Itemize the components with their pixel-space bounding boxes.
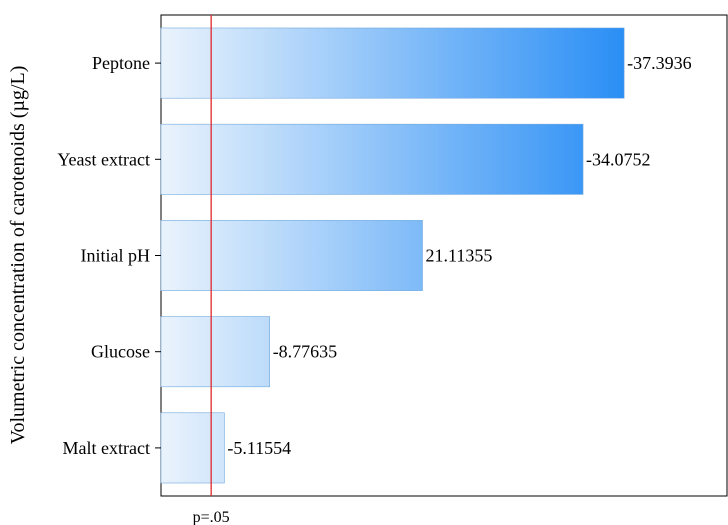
category-labels-group: Peptone Yeast extract Initial pH Glucose Ma… (57, 53, 150, 458)
category-label-1: Yeast extract (57, 149, 150, 169)
bar-2 (160, 220, 423, 291)
bar-0 (160, 27, 625, 99)
category-label-2: Initial pH (81, 246, 151, 266)
value-label-4: -5.11554 (227, 438, 291, 458)
value-labels-group: -37.3936 -34.0752 21.11355 -8.77635 -5.11554 (227, 53, 691, 458)
value-label-2: 21.11355 (425, 246, 492, 266)
significance-threshold-label: p=.05 (193, 509, 230, 525)
bar-1 (160, 123, 584, 195)
category-label-3: Glucose (91, 342, 150, 362)
value-label-3: -8.77635 (273, 342, 338, 362)
bar-4 (160, 412, 225, 484)
y-axis-title: Volumetric concentration of carotenoids … (7, 66, 29, 445)
category-label-4: Malt extract (63, 438, 150, 458)
category-label-0: Peptone (92, 53, 150, 73)
value-label-0: -37.3936 (627, 53, 692, 73)
bars-group (160, 27, 625, 484)
y-ticks-group (155, 62, 161, 449)
bar-3 (160, 316, 270, 388)
value-label-1: -34.0752 (586, 149, 651, 169)
